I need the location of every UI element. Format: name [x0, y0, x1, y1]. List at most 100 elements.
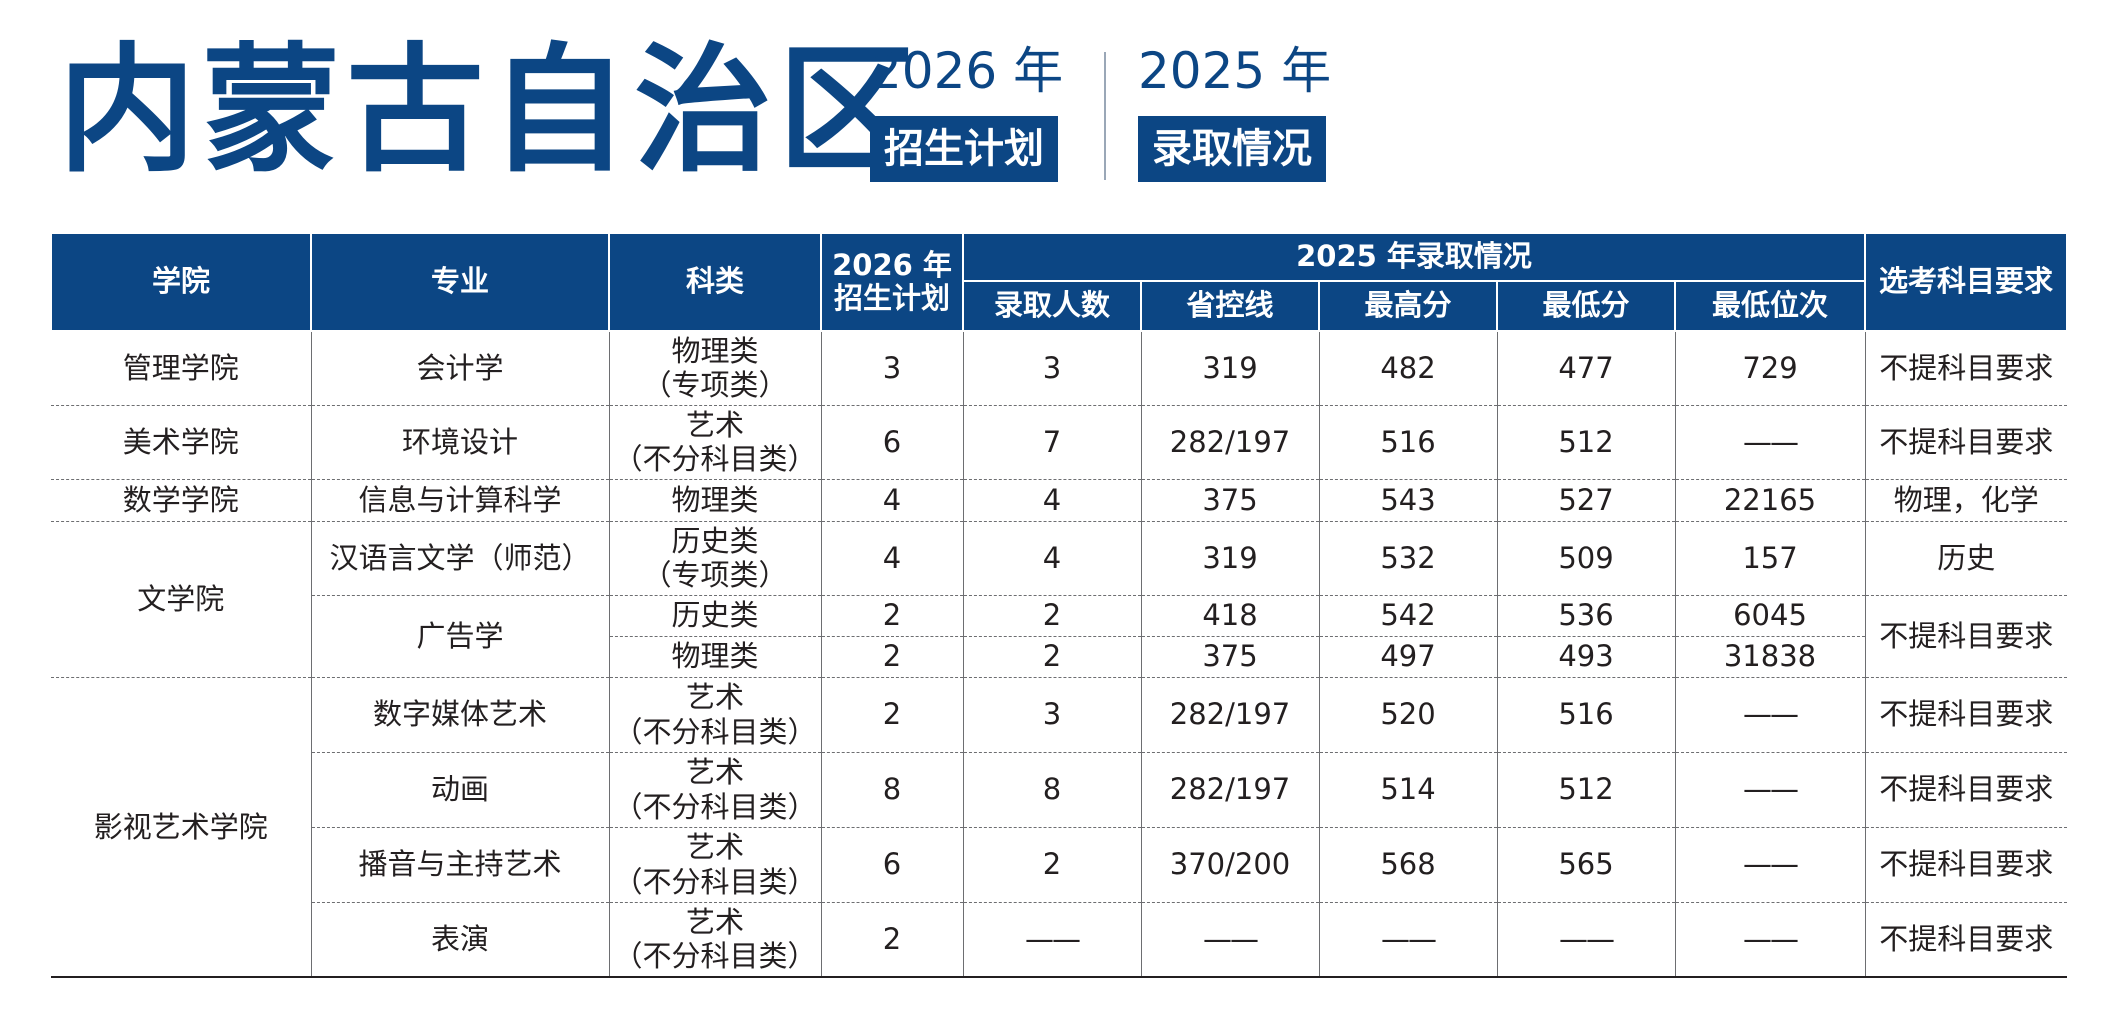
admitted-cell: 4: [962, 521, 1142, 596]
college-cell: 管理学院: [51, 331, 312, 406]
max-score-cell: ——: [1318, 902, 1498, 978]
table-row: 物理类 2 2 375 497 493 31838: [51, 636, 2067, 678]
header-control-line: 省控线: [1140, 280, 1320, 332]
subject-req-cell: 不提科目要求: [1864, 405, 2067, 480]
min-score-cell: 493: [1496, 636, 1676, 678]
min-score-cell: 536: [1496, 595, 1676, 637]
subject-req-cell: 物理，化学: [1864, 479, 2067, 522]
header-min-rank: 最低位次: [1674, 280, 1866, 332]
control-line-cell: 319: [1140, 521, 1320, 596]
category-line2: （专项类）: [642, 558, 788, 592]
major-cell: 环境设计: [310, 405, 610, 480]
category-line1: 艺术: [685, 680, 744, 715]
min-rank-cell: ——: [1674, 405, 1866, 480]
table-row: 表演 艺术 （不分科目类） 2 —— —— —— —— —— 不提科目要求: [51, 902, 2067, 978]
table-row: 动画 艺术 （不分科目类） 8 8 282/197 514 512 —— 不提科目…: [51, 752, 2067, 828]
major-cell: 表演: [311, 902, 610, 978]
min-score-cell: 565: [1496, 827, 1676, 903]
category-line2: （不分科目类）: [613, 939, 817, 974]
max-score-cell: 482: [1318, 331, 1498, 406]
max-score-cell: 543: [1318, 479, 1498, 522]
min-rank-cell: 729: [1674, 331, 1866, 406]
category-cell: 艺术 （不分科目类）: [608, 405, 822, 480]
major-cell: 信息与计算科学: [310, 479, 610, 522]
subject-req-cell: 不提科目要求: [1864, 677, 2067, 753]
plan-tag: 招生计划: [870, 116, 1058, 182]
control-line-cell: 418: [1140, 595, 1320, 637]
control-line-cell: 375: [1140, 636, 1320, 678]
min-score-cell: 477: [1496, 331, 1676, 406]
plan-cell: 4: [820, 521, 964, 596]
header-subject-req: 选考科目要求: [1864, 232, 2068, 332]
header-college: 学院: [50, 232, 312, 332]
admitted-cell: 7: [962, 405, 1142, 480]
max-score-cell: 514: [1318, 752, 1498, 828]
max-score-cell: 532: [1318, 521, 1498, 596]
subject-req-cell: 不提科目要求: [1864, 752, 2067, 828]
subject-req-cell: 历史: [1864, 521, 2067, 596]
min-rank-cell: 22165: [1674, 479, 1866, 522]
category-line1: 艺术: [685, 830, 744, 865]
plan-cell: 8: [820, 752, 964, 828]
table-row: 播音与主持艺术 艺术 （不分科目类） 6 2 370/200 568 565 ——…: [51, 827, 2067, 903]
major-cell: 播音与主持艺术: [311, 827, 610, 903]
table-row: 广告学 历史类 2 2 418 542 536 6045 不提科目要求: [51, 595, 2067, 678]
admitted-cell: 2: [962, 827, 1142, 903]
admitted-cell: 8: [962, 752, 1142, 828]
category-cell: 艺术 （不分科目类）: [608, 677, 822, 753]
category-line2: （专项类）: [642, 368, 788, 403]
category-cell: 艺术 （不分科目类）: [608, 902, 822, 978]
category-cell: 艺术 （不分科目类）: [608, 752, 822, 828]
admitted-cell: 2: [962, 595, 1142, 637]
min-rank-cell: ——: [1674, 752, 1866, 828]
college-cell: 美术学院: [51, 405, 312, 480]
header-min-score: 最低分: [1496, 280, 1676, 332]
min-score-cell: 509: [1496, 521, 1676, 596]
table-row: 数学学院 信息与计算科学 物理类 4 4 375 543 527 22165 物…: [51, 479, 2067, 522]
control-line-cell: 282/197: [1140, 405, 1320, 480]
table-row: 文学院 汉语言文学（师范） 历史类 （专项类） 4 4 319 532 509 1…: [51, 521, 2067, 678]
plan-cell: 6: [820, 827, 964, 903]
min-score-cell: ——: [1496, 902, 1676, 978]
category-line1: 物理类: [671, 334, 759, 369]
plan-cell: 2: [820, 902, 964, 978]
min-rank-cell: ——: [1674, 677, 1866, 753]
plan-cell: 4: [820, 479, 964, 522]
subject-req-cell: 不提科目要求: [1864, 595, 2067, 678]
max-score-cell: 520: [1318, 677, 1498, 753]
college-cell: 数学学院: [51, 479, 312, 522]
header-max-score: 最高分: [1318, 280, 1498, 332]
category-cell: 艺术 （不分科目类）: [608, 827, 822, 903]
category-line1: 艺术: [685, 755, 744, 790]
min-rank-cell: 157: [1674, 521, 1866, 596]
control-line-cell: 375: [1140, 479, 1320, 522]
plan-cell: 2: [820, 636, 964, 678]
min-rank-cell: ——: [1674, 902, 1866, 978]
min-score-cell: 512: [1496, 405, 1676, 480]
plan-year-label: 2026 年: [870, 42, 1064, 100]
admitted-cell: 3: [962, 677, 1142, 753]
min-rank-cell: 6045: [1674, 595, 1866, 637]
category-line2: （不分科目类）: [613, 442, 817, 476]
admitted-cell: 4: [962, 479, 1142, 522]
table-row: 管理学院 会计学 物理类 （专项类） 3 3 319 482 477 729 不提…: [51, 331, 2067, 406]
control-line-cell: 370/200: [1140, 827, 1320, 903]
admitted-cell: 2: [962, 636, 1142, 678]
admitted-cell: 3: [962, 331, 1142, 406]
college-cell: 影视艺术学院: [51, 677, 312, 978]
subject-req-cell: 不提科目要求: [1864, 902, 2067, 978]
category-cell: 物理类 （专项类）: [608, 331, 822, 406]
control-line-cell: ——: [1140, 902, 1320, 978]
header-category: 科类: [608, 232, 822, 332]
major-cell: 会计学: [310, 331, 610, 406]
subject-req-cell: 不提科目要求: [1864, 827, 2067, 903]
table-row: 美术学院 环境设计 艺术 （不分科目类） 6 7 282/197 516 512 …: [51, 405, 2067, 480]
category-cell: 物理类: [609, 636, 822, 678]
max-score-cell: 497: [1318, 636, 1498, 678]
major-cell: 数字媒体艺术: [310, 677, 610, 753]
min-rank-cell: 31838: [1674, 636, 1865, 678]
major-cell: 汉语言文学（师范）: [310, 521, 610, 596]
header-plan-line1: 2026 年: [832, 247, 952, 282]
major-cell: 动画: [311, 752, 610, 828]
header-plan: 2026 年 招生计划: [820, 232, 964, 332]
